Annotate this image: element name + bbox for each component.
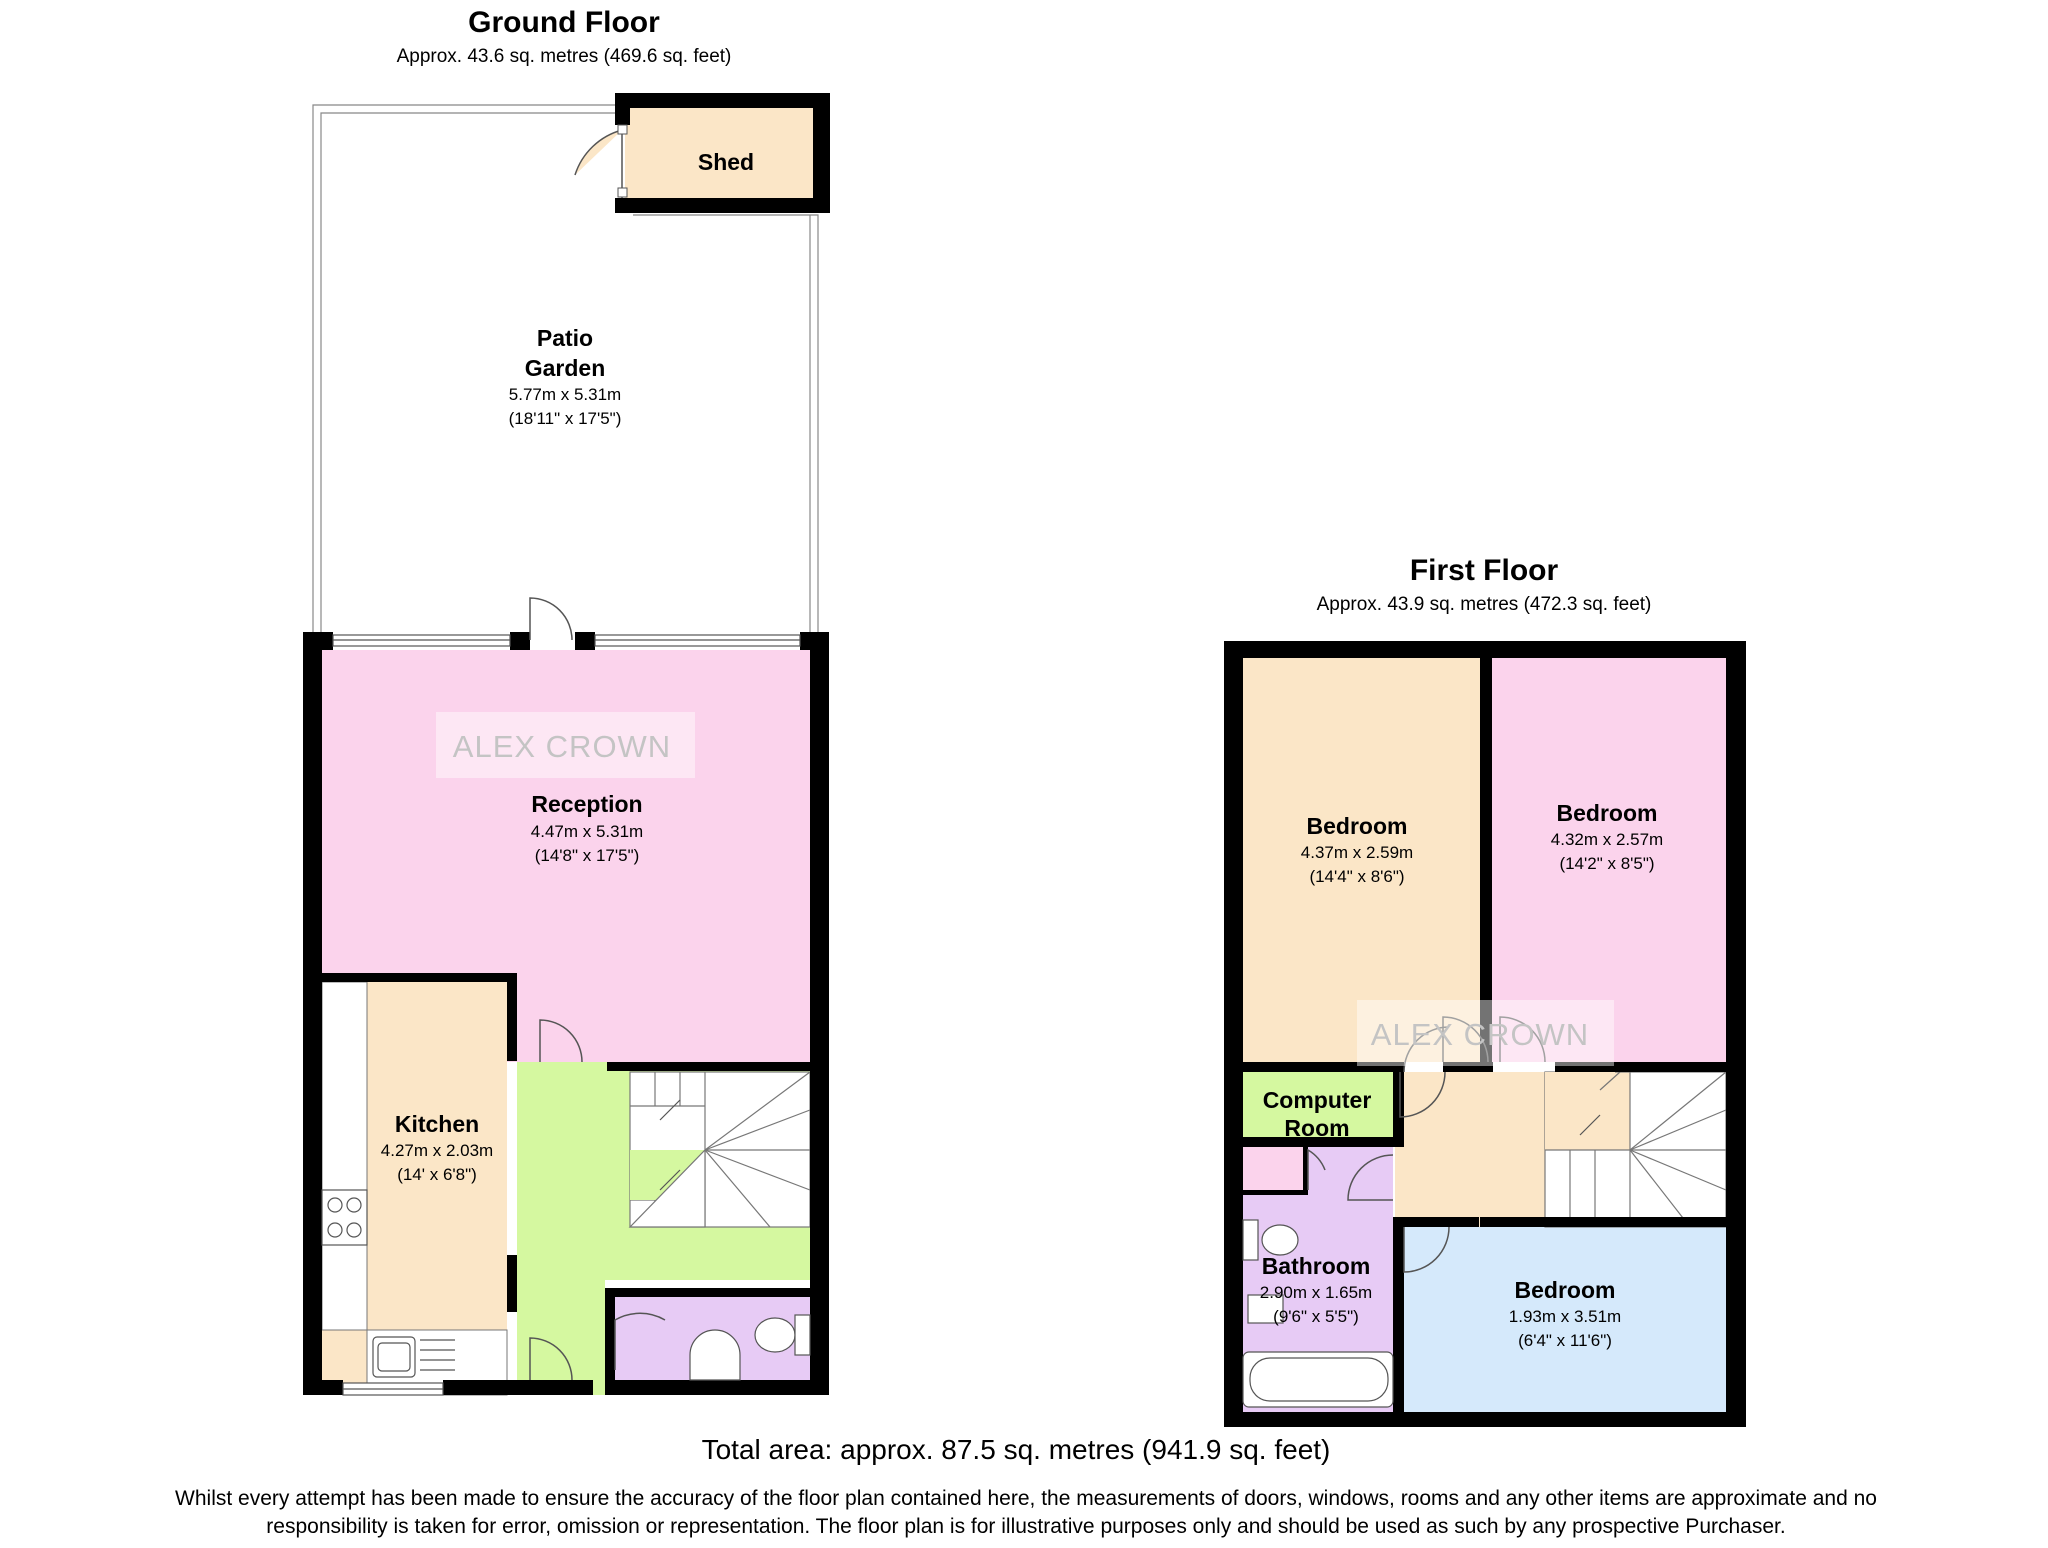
bedroom-small-label: Bedroom 1.93m x 3.51m (6'4" x 11'6") <box>1509 1277 1621 1350</box>
shed-door <box>574 129 623 198</box>
first-doors <box>1307 1016 1546 1273</box>
bathroom-name: Bathroom <box>1262 1253 1371 1279</box>
bedroom-right-name: Bedroom <box>1557 800 1658 826</box>
shed-walls <box>615 93 830 213</box>
bedroom-right-dims-metric: 4.32m x 2.57m <box>1551 830 1663 849</box>
shed-label: Shed <box>698 149 754 175</box>
bedroom-right-floor <box>1492 658 1726 1062</box>
ground-doors <box>529 597 666 1381</box>
reception-name: Reception <box>531 791 642 817</box>
first-floor-header: First Floor Approx. 43.9 sq. metres (472… <box>1317 554 1652 615</box>
first-staircase <box>1544 1071 1727 1228</box>
computer-room-name-1: Computer <box>1263 1087 1372 1113</box>
bathroom-dims-metric: 2.90m x 1.65m <box>1260 1283 1372 1302</box>
watermark-box-first <box>1357 1000 1614 1066</box>
first-floor-area: Approx. 43.9 sq. metres (472.3 sq. feet) <box>1317 594 1652 615</box>
watermark-first: ALEX CROWN <box>1371 1017 1589 1052</box>
ground-floor <box>303 93 830 1396</box>
shed <box>574 93 830 213</box>
disclaimer-line-1: Whilst every attempt has been made to en… <box>175 1487 1877 1510</box>
bathroom-dims-imperial: (9'6" x 5'5") <box>1273 1307 1359 1326</box>
ground-windows <box>332 634 801 1396</box>
first-floor-title: First Floor <box>1410 554 1559 587</box>
bedroom-right-label: Bedroom 4.32m x 2.57m (14'2" x 8'5") <box>1551 800 1663 873</box>
bedroom-left-dims-metric: 4.37m x 2.59m <box>1301 843 1413 862</box>
reception-label: Reception 4.47m x 5.31m (14'8" x 17'5") <box>531 791 643 865</box>
kitchen-dims-imperial: (14' x 6'8") <box>397 1165 477 1184</box>
ground-staircase <box>628 1071 811 1228</box>
bedroom-left-label: Bedroom 4.37m x 2.59m (14'4" x 8'6") <box>1301 813 1413 886</box>
reception-dims-metric: 4.47m x 5.31m <box>531 822 643 841</box>
ground-fixtures <box>321 1189 811 1381</box>
bedroom-left-name: Bedroom <box>1307 813 1408 839</box>
first-walls <box>1224 641 1746 1427</box>
kitchen-dims-metric: 4.27m x 2.03m <box>381 1141 493 1160</box>
bedroom-small-dims-metric: 1.93m x 3.51m <box>1509 1307 1621 1326</box>
computer-room-label: Computer Room <box>1263 1087 1372 1141</box>
watermark-ground: ALEX CROWN <box>453 729 671 764</box>
patio-garden-dims-imperial: (18'11" x 17'5") <box>509 409 622 428</box>
kitchen-label: Kitchen 4.27m x 2.03m (14' x 6'8") <box>381 1111 493 1184</box>
bedroom-small-floor <box>1404 1227 1726 1412</box>
patio-garden-label: Patio Garden 5.77m x 5.31m (18'11" x 17'… <box>509 325 622 428</box>
total-area: Total area: approx. 87.5 sq. metres (941… <box>702 1434 1331 1465</box>
bathroom-label: Bathroom 2.90m x 1.65m (9'6" x 5'5") <box>1260 1253 1372 1326</box>
shed-floor <box>625 108 813 198</box>
bedroom-small-dims-imperial: (6'4" x 11'6") <box>1518 1331 1612 1350</box>
patio-garden-dims-metric: 5.77m x 5.31m <box>509 385 621 404</box>
bedroom-small-name: Bedroom <box>1515 1277 1616 1303</box>
disclaimer-line-2: responsibility is taken for error, omiss… <box>266 1515 1785 1538</box>
patio-garden-name-2: Garden <box>525 355 606 381</box>
bedroom-left-floor <box>1243 658 1480 1062</box>
ground-floor-title: Ground Floor <box>468 6 660 39</box>
computer-room-floor <box>1243 1072 1393 1137</box>
patio-garden-outline <box>312 104 819 632</box>
computer-room-name-2: Room <box>1284 1115 1349 1141</box>
first-fixtures <box>1242 1219 1394 1408</box>
kitchen-name: Kitchen <box>395 1111 479 1137</box>
ground-walls <box>303 632 829 1395</box>
bedroom-left-dims-imperial: (14'4" x 8'6") <box>1309 867 1404 886</box>
watermark-box-ground <box>436 712 695 778</box>
ground-floor-area: Approx. 43.6 sq. metres (469.6 sq. feet) <box>397 46 732 67</box>
reception-dims-imperial: (14'8" x 17'5") <box>535 846 640 865</box>
patio-garden-name-1: Patio <box>537 325 593 351</box>
bedroom-right-dims-imperial: (14'2" x 8'5") <box>1559 854 1654 873</box>
kitchen-units-left <box>321 981 368 1331</box>
first-floor <box>1224 641 1746 1427</box>
ground-floor-header: Ground Floor Approx. 43.6 sq. metres (46… <box>397 6 732 67</box>
